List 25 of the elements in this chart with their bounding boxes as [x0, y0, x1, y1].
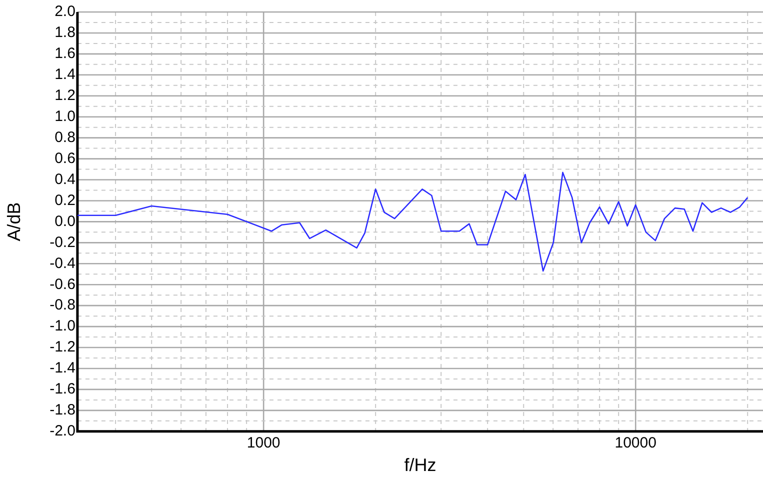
- y-tick-label: 0.4: [54, 170, 76, 188]
- y-tick-label: 1.0: [54, 108, 76, 125]
- y-tick-label: -2.0: [50, 422, 76, 440]
- y-tick-label: 1.6: [54, 45, 76, 62]
- x-axis-title: f/Hz: [404, 455, 436, 476]
- y-tick-label: 0.8: [54, 128, 76, 146]
- y-tick-label: 0.0: [54, 212, 76, 230]
- y-tick-label: -1.8: [50, 402, 76, 419]
- y-tick-label: 1.2: [54, 87, 76, 104]
- y-tick-label: -0.6: [50, 276, 76, 293]
- y-tick-label: 0.6: [54, 150, 76, 167]
- x-tick-label: 1000: [246, 434, 280, 452]
- y-tick-label: -0.8: [50, 296, 76, 314]
- y-tick-label: 1.8: [54, 24, 76, 42]
- y-tick-label: -0.4: [50, 254, 76, 272]
- y-axis-title: A/dB: [4, 202, 24, 242]
- y-tick-label: -1.0: [50, 318, 76, 335]
- y-tick-label: 1.4: [54, 66, 76, 84]
- y-tick-label: -0.2: [50, 234, 76, 251]
- y-tick-label: -1.4: [50, 360, 76, 377]
- y-tick-label: 0.2: [54, 192, 76, 209]
- y-tick-label: -1.6: [50, 380, 76, 398]
- y-tick-label: 2.0: [54, 3, 76, 20]
- y-tick-label: -1.2: [50, 338, 76, 356]
- x-tick-label: 10000: [614, 434, 656, 452]
